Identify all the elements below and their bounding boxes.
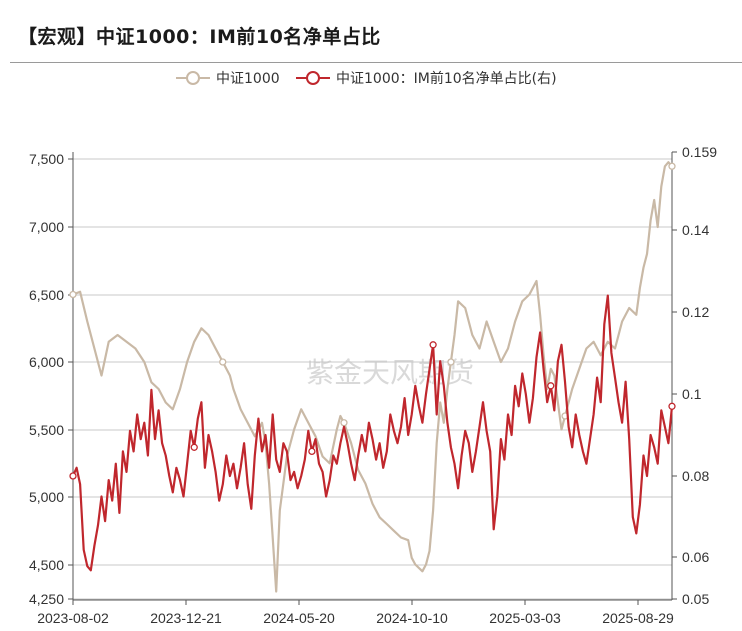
chart-legend: 中证1000 中证1000：IM前10名净单占比(右)	[176, 70, 557, 87]
right-tick-label: 0.05	[682, 591, 709, 607]
right-tick-label: 0.159	[682, 144, 717, 160]
grid-lines	[73, 158, 672, 600]
left-tick-label: 7,500	[29, 151, 64, 167]
legend-label-ratio: 中证1000：IM前10名净单占比(右)	[336, 70, 557, 87]
series-path	[72, 161, 673, 593]
series-marker	[447, 358, 455, 366]
left-axis-ticks: 4,250 4,500 5,000 5,500 6,000 6,500 7,000 7,500	[29, 151, 73, 607]
title-divider	[10, 62, 742, 63]
x-tick-label: 2025-03-03	[489, 610, 561, 626]
series-marker	[190, 443, 198, 451]
series-index-line	[69, 161, 676, 593]
right-axis-ticks: 0.05 0.06 0.08 0.1 0.12 0.14 0.159	[672, 144, 717, 607]
chart-title: 【宏观】中证1000：IM前10名净单占比	[18, 26, 381, 48]
left-tick-label: 4,250	[29, 591, 64, 607]
left-tick-label: 5,500	[29, 422, 64, 438]
right-tick-label: 0.1	[682, 386, 702, 402]
left-tick-label: 7,000	[29, 219, 64, 235]
left-tick-label: 4,500	[29, 557, 64, 573]
series-ratio-line	[69, 294, 676, 572]
legend-marker-index	[186, 71, 200, 85]
x-tick-label: 2024-05-20	[263, 610, 335, 626]
right-tick-label: 0.14	[682, 222, 709, 238]
series-marker	[69, 472, 77, 480]
series-marker	[429, 341, 437, 349]
legend-item-index[interactable]: 中证1000	[176, 71, 280, 87]
x-tick-label: 2023-12-21	[150, 610, 222, 626]
left-tick-label: 5,000	[29, 489, 64, 505]
x-tick-label: 2023-08-02	[37, 610, 109, 626]
series-path	[71, 294, 674, 572]
left-tick-label: 6,500	[29, 287, 64, 303]
series-marker	[219, 358, 227, 366]
legend-item-ratio[interactable]: 中证1000：IM前10名净单占比(右)	[296, 70, 557, 87]
x-tick-label: 2024-10-10	[376, 610, 448, 626]
right-tick-label: 0.08	[682, 468, 709, 484]
series-marker	[547, 382, 555, 390]
x-tick-label: 2025-08-29	[602, 610, 674, 626]
legend-marker-ratio	[306, 71, 320, 85]
x-axis-ticks: 2023-08-02 2023-12-21 2024-05-20 2024-10-10…	[37, 600, 674, 626]
series-marker	[668, 402, 676, 410]
series-marker	[69, 290, 77, 299]
right-tick-label: 0.12	[682, 304, 709, 320]
right-tick-label: 0.06	[682, 549, 709, 565]
series-marker	[668, 162, 676, 170]
legend-label-index: 中证1000	[216, 71, 280, 87]
series-marker	[308, 447, 316, 456]
series-marker	[340, 419, 348, 427]
left-tick-label: 6,000	[29, 354, 64, 370]
